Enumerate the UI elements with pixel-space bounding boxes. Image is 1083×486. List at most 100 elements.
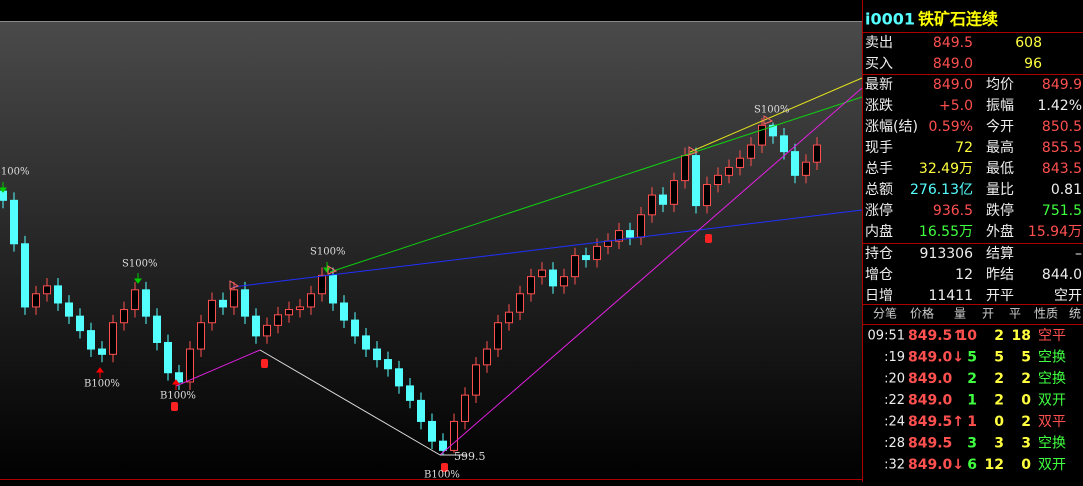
candle-body — [549, 269, 557, 287]
candle-body — [87, 330, 95, 350]
candle-body — [461, 394, 469, 422]
candle-body — [340, 302, 348, 321]
annotation: B100% — [160, 391, 196, 402]
trade-volume: 5 — [967, 350, 977, 366]
stat-value: 0.81 — [1051, 182, 1082, 198]
candle-body — [582, 255, 590, 261]
trade-open: 12 — [985, 457, 1004, 473]
tab[interactable]: 统 — [1069, 307, 1081, 321]
annotation: 599.5 — [454, 450, 486, 463]
candle-body — [21, 243, 29, 308]
candle-body — [813, 144, 821, 163]
position-value: 844.0 — [1042, 267, 1082, 283]
tab[interactable]: 开 — [982, 307, 994, 321]
candle-body — [428, 420, 436, 442]
trade-open: 2 — [994, 371, 1004, 387]
stat-label: 最新 — [865, 77, 893, 93]
stat-label: 最高 — [986, 139, 1014, 156]
annotations: S100% S100% S100% S100% B100% B100% B100… — [0, 105, 789, 481]
candle-body — [362, 335, 370, 350]
position-label: 开平 — [986, 288, 1014, 304]
annotation: S100% — [122, 259, 157, 270]
candle-body — [483, 348, 491, 366]
trade-time: :19 — [884, 350, 905, 365]
candle-body — [670, 180, 678, 205]
annotation: B100% — [424, 470, 460, 481]
candle-body — [681, 155, 689, 182]
stat-value: 855.5 — [1042, 140, 1082, 156]
trade-open: 3 — [994, 436, 1004, 452]
position-value: 913306 — [920, 246, 974, 262]
tab[interactable]: 平 — [1009, 307, 1021, 321]
quote-panel: i0001 铁矿石连续 卖出 849.5 608 买入 849.0 96 最新 849.0 均价… — [863, 10, 1083, 473]
trade-open: 0 — [994, 414, 1004, 430]
position-label: 昨结 — [986, 267, 1014, 283]
flag — [229, 280, 240, 290]
candle-body — [472, 364, 480, 396]
candle-body — [120, 309, 128, 324]
candle-body — [395, 368, 403, 387]
candle-body — [175, 372, 183, 383]
candle-body — [593, 245, 601, 261]
trade-volume: 10 — [958, 328, 978, 344]
trade-price: 849.5↑ — [908, 328, 964, 344]
stat-value: 751.5 — [1042, 203, 1082, 219]
candle-body — [10, 199, 18, 245]
markers — [0, 115, 774, 472]
stat-label: 现手 — [865, 140, 893, 156]
candle-body — [758, 124, 766, 146]
contract-name: 铁矿石连续 — [918, 10, 998, 29]
trade-volume: 3 — [967, 436, 977, 452]
annotation: S100% — [754, 105, 789, 116]
tab[interactable]: 性质 — [1034, 307, 1058, 321]
trade-time: :32 — [884, 458, 905, 473]
flag — [763, 115, 774, 125]
trade-volume: 6 — [967, 457, 977, 473]
trade-open: 5 — [994, 350, 1004, 366]
stat-value: 850.5 — [1042, 119, 1082, 135]
sell-arrow — [134, 273, 142, 284]
tab[interactable]: 量 — [954, 307, 966, 321]
trade-time: 09:51 — [868, 329, 905, 344]
candle-body — [186, 348, 194, 383]
trade-type: 双开 — [1038, 457, 1066, 473]
trade-type: 空换 — [1038, 349, 1066, 366]
stop-marker — [441, 463, 448, 472]
trend-line — [439, 87, 863, 456]
trade-type: 空换 — [1038, 435, 1066, 452]
stat-label: 量比 — [986, 182, 1014, 198]
stop-marker — [261, 359, 268, 368]
trade-volume: 1 — [967, 414, 977, 430]
candle-body — [373, 348, 381, 361]
candle-body — [725, 166, 733, 176]
candle-body — [219, 299, 227, 308]
candle-body — [241, 289, 249, 317]
trade-close: 18 — [1012, 328, 1031, 344]
trade-price: 849.0↓ — [908, 350, 964, 366]
flag — [327, 265, 338, 275]
position-label: 增仓 — [865, 267, 893, 283]
buy-arrow — [96, 367, 104, 378]
candle-body — [164, 341, 172, 374]
trade-open: 2 — [994, 393, 1004, 409]
trade-type: 空平 — [1038, 328, 1066, 344]
trend-line — [689, 77, 863, 153]
candle-body — [571, 255, 579, 278]
stat-value: 843.5 — [1042, 161, 1082, 177]
trade-type: 空换 — [1038, 370, 1066, 387]
position-label: 结算 — [986, 246, 1014, 262]
candle-body — [318, 274, 326, 295]
candle-body — [637, 214, 645, 238]
candle-body — [109, 322, 117, 355]
quote-price: 849.5 — [933, 35, 973, 51]
tab[interactable]: 分笔 — [873, 306, 897, 321]
quote-volume: 608 — [1015, 35, 1042, 51]
tab[interactable]: 价格 — [910, 306, 934, 321]
trade-time: :24 — [884, 415, 905, 430]
trade-price: 849.0 — [908, 371, 953, 387]
stat-value: 276.13亿 — [910, 182, 973, 198]
position-value: 11411 — [928, 288, 973, 304]
candle-body — [329, 274, 337, 304]
trade-time: :28 — [884, 436, 905, 451]
